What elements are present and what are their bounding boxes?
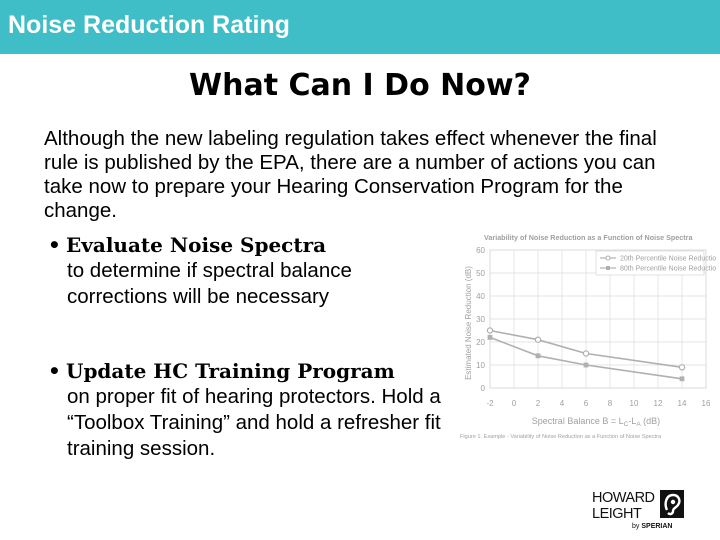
x-tick-label: 16 [702,399,711,408]
y-tick-label: 30 [476,315,485,324]
chart-y-axis-label: Estimated Noise Reduction (dB) [464,266,473,380]
intro-paragraph: Although the new labeling regulation tak… [44,127,657,222]
x-tick-label: 8 [608,399,613,408]
chart-title: Variability of Noise Reduction as a Func… [484,233,693,242]
legend-label: 20th Percentile Noise Reductions [620,256,716,263]
x-label-sub-c: C [624,421,629,428]
logo-byline: by SPERIAN [632,523,672,530]
slide-title: What Can I Do Now? [189,68,531,103]
header-title: Noise Reduction Rating [8,11,290,39]
ear-icon [660,490,684,518]
x-tick-label: 12 [654,399,663,408]
data-point [679,376,685,382]
bullet-body: to determine if spectral balance correct… [67,259,352,308]
data-point [535,353,541,359]
data-point [583,362,589,368]
header-bar: Noise Reduction Rating [0,0,720,54]
x-label-suffix: (dB) [641,416,661,426]
bullet-dot: • [48,359,61,383]
x-tick-label: 6 [584,399,589,408]
chart-legend: 20th Percentile Noise Reductions 80th Per… [595,250,716,276]
logo-word-leight: LEIGHT [592,506,642,522]
y-tick-label: 40 [476,292,485,301]
x-tick-label: 4 [560,399,565,408]
y-tick-label: 60 [476,246,485,255]
bullet-dot: • [48,233,61,257]
legend-marker [605,255,611,261]
x-tick-label: -2 [486,399,494,408]
legend-box [595,250,705,276]
x-tick-label: 2 [536,399,541,408]
x-label-sub-a: A [636,421,641,428]
x-label-mid: -L [628,416,636,426]
y-tick-label: 0 [481,384,486,393]
series-line-2 [489,336,683,380]
y-tick-label: 50 [476,269,485,278]
logo-brand: SPERIAN [641,523,673,530]
data-point [534,336,542,343]
y-tick-label: 20 [476,338,485,347]
chart-caption: Figure 1. Example - Variability of Noise… [460,434,662,440]
bullet-heading-text: Update HC Training Program [66,359,395,383]
bullet-evaluate-noise-spectra: • Evaluate Noise Spectra to determine if … [48,232,448,310]
x-tick-label: 0 [512,399,517,408]
x-tick-label: 10 [630,399,639,408]
y-tick-label: 10 [476,361,485,370]
series-line-1 [489,329,683,369]
chart-x-axis-label: Spectral Balance B = LC-LA (dB) [532,416,660,428]
legend-label: 80th Percentile Noise Reductions [620,266,716,273]
data-point [678,364,686,371]
logo-word-howard: HOWARD [592,490,655,506]
chart-series [486,327,686,382]
bullet-heading: • Update HC Training Program [48,358,448,384]
legend-marker [606,266,610,270]
bullet-heading-text: Evaluate Noise Spectra [66,233,327,257]
noise-reduction-chart: Variability of Noise Reduction as a Func… [460,233,716,440]
howard-leight-logo: HOWARD LEIGHT by SPERIAN [592,490,688,532]
bullet-update-hc-training: • Update HC Training Program on proper fi… [48,358,448,462]
x-tick-label: 14 [678,399,687,408]
bullet-body: on proper fit of hearing protectors. Hol… [67,385,441,460]
data-point [487,335,493,340]
logo-by: by [632,523,640,530]
data-point [486,327,494,334]
data-point [582,350,590,357]
bullet-heading: • Evaluate Noise Spectra [48,232,448,258]
x-label-prefix: Spectral Balance B = L [532,416,624,426]
